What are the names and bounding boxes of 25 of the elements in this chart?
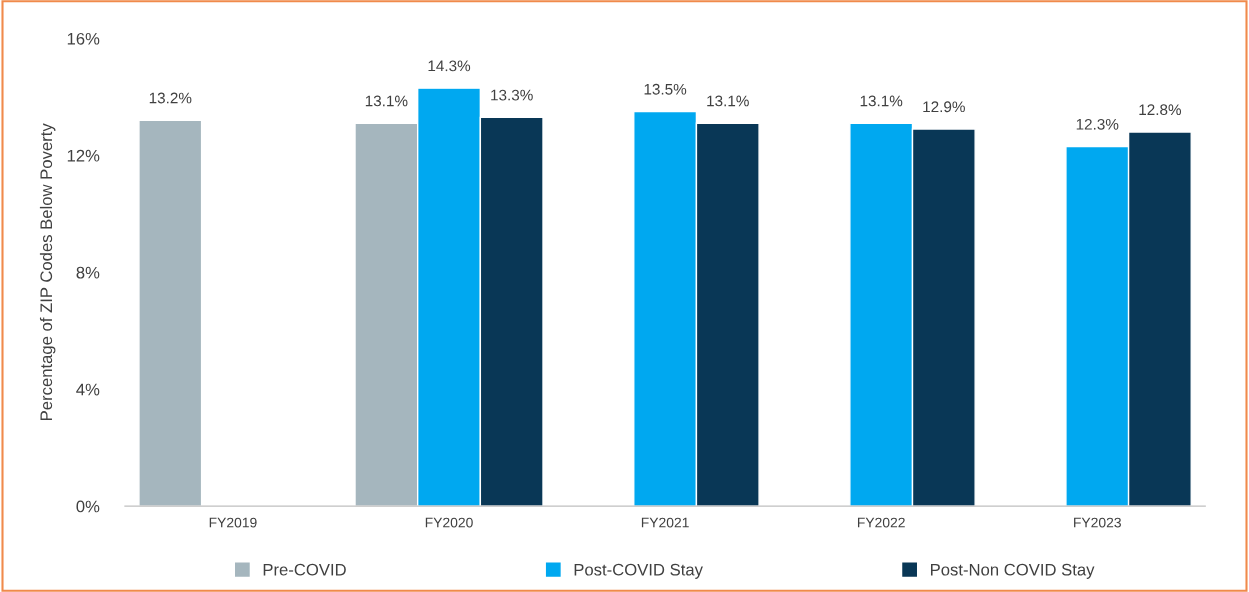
x-tick-label: FY2021 <box>641 517 689 528</box>
data-label: 12.3% <box>1076 118 1119 130</box>
data-label: 13.1% <box>707 95 749 107</box>
bar <box>138 119 203 507</box>
legend-label: Pre-COVID <box>263 563 346 576</box>
legend-label: Post-COVID Stay <box>574 563 703 579</box>
y-tick-label: 16% <box>67 32 100 45</box>
data-label: 12.9% <box>923 101 965 113</box>
y-tick-label: 8% <box>76 266 100 279</box>
data-label: 13.5% <box>644 83 687 95</box>
y-tick-label: 4% <box>76 383 100 396</box>
x-tick-label: FY2020 <box>425 517 473 528</box>
data-label: 13.1% <box>860 95 903 107</box>
y-tick-label: 12% <box>67 149 100 162</box>
data-label: 13.2% <box>149 92 192 104</box>
x-tick-label: FY2022 <box>857 517 905 528</box>
data-label: 13.1% <box>365 95 408 107</box>
x-tick-label: FY2019 <box>209 517 257 528</box>
legend-label: Post-Non COVID Stay <box>930 563 1095 579</box>
data-label: 12.8% <box>1139 104 1182 116</box>
x-tick-label: FY2023 <box>1074 517 1121 528</box>
y-tick-label: 0% <box>76 500 100 513</box>
data-label: 13.3% <box>491 89 533 101</box>
data-label: 14.3% <box>428 60 471 72</box>
y-axis-title: Percentage of ZIP Codes Below Poverty <box>39 123 56 420</box>
